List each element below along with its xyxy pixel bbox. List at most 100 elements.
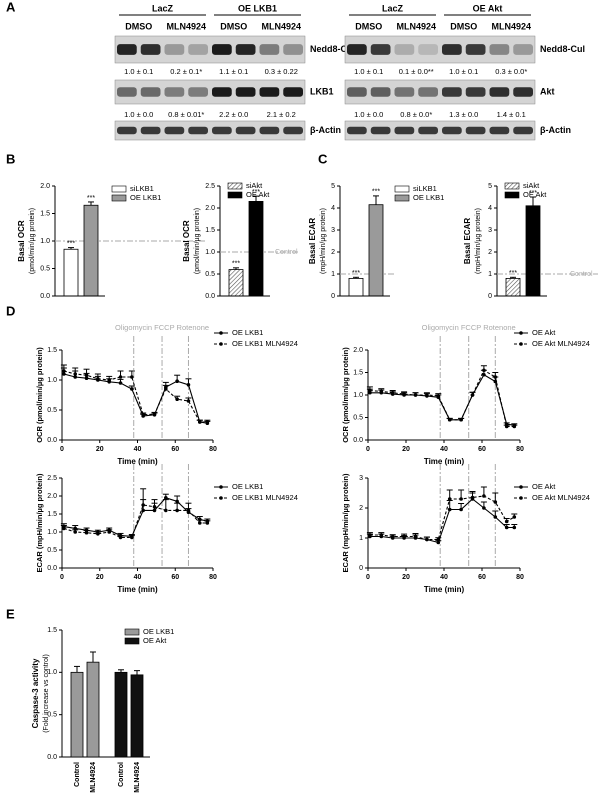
y-tick-label: 3 — [359, 475, 363, 482]
blot-band — [489, 87, 510, 97]
marker — [512, 525, 517, 530]
marker — [62, 526, 66, 531]
legend-label: OE LKB1 MLN4924 — [232, 339, 298, 348]
legend-swatch — [111, 194, 127, 202]
blot-band — [283, 87, 303, 97]
quantification: 0.8 ± 0.0* — [400, 110, 432, 119]
x-tick-label: 80 — [516, 446, 524, 453]
y-tick-label: 1.5 — [40, 210, 50, 217]
significance: *** — [252, 189, 260, 196]
legend-label: siLKB1 — [413, 184, 437, 193]
blot-band — [418, 126, 438, 135]
marker — [107, 378, 111, 382]
marker — [118, 375, 123, 379]
y-tick-label: 2 — [359, 505, 363, 512]
marker — [459, 507, 463, 512]
marker — [368, 388, 372, 393]
legend-marker — [219, 496, 223, 500]
series-line — [63, 370, 208, 423]
x-tick-label: Control — [118, 762, 125, 787]
marker — [130, 387, 134, 391]
marker — [459, 497, 463, 501]
quantification: 0.3 ± 0.22 — [265, 67, 298, 76]
blot-band — [489, 126, 510, 135]
significance: *** — [352, 270, 360, 277]
y-tick-label: 2.0 — [205, 205, 215, 212]
blot-band — [347, 44, 367, 55]
marker — [482, 368, 486, 373]
legend-label: OE LKB1 MLN4924 — [232, 493, 298, 502]
blot-band — [235, 44, 256, 55]
marker — [141, 503, 145, 507]
marker — [470, 393, 475, 397]
legend-swatch — [394, 194, 410, 202]
y-tick-label: 0 — [488, 293, 492, 300]
marker — [164, 387, 168, 391]
legend-label: OE Akt — [523, 190, 547, 199]
quantification: 2.1 ± 0.2 — [267, 110, 296, 119]
y-tick-label: 1.5 — [47, 347, 57, 354]
marker — [425, 537, 429, 542]
blot-band — [513, 87, 533, 97]
bar — [70, 671, 84, 758]
legend-label: OE LKB1 — [232, 328, 263, 337]
legend-marker — [219, 342, 223, 346]
bar — [228, 269, 244, 297]
x-tick-label: MLN4924 — [90, 762, 97, 793]
bar — [368, 204, 384, 297]
group-label: LacZ — [382, 3, 404, 13]
y-tick-label: 2.5 — [205, 183, 215, 190]
marker — [73, 372, 78, 376]
y-tick-label: 1.5 — [353, 369, 363, 376]
blot-row-label: Akt — [540, 86, 555, 96]
x-tick-label: 80 — [209, 446, 217, 453]
legend-marker — [519, 485, 523, 489]
marker — [379, 389, 384, 394]
blot-band — [442, 87, 462, 97]
marker — [493, 375, 498, 379]
blot-band — [140, 126, 161, 135]
y-tick-label: 0.0 — [47, 565, 57, 572]
y-tick-label: 4 — [331, 205, 335, 212]
x-tick-label: Control — [74, 762, 81, 787]
legend-label: siAkt — [523, 181, 540, 190]
y-tick-label: 0.5 — [40, 265, 50, 272]
marker — [96, 377, 100, 381]
marker — [447, 507, 452, 512]
y-axis-label: (mpH/min/µg protein) — [320, 208, 327, 274]
legend-swatch — [504, 182, 520, 190]
blot-band — [465, 87, 486, 97]
marker — [73, 530, 78, 534]
legend-swatch — [124, 637, 140, 645]
quantification: 1.3 ± 0.0 — [449, 110, 478, 119]
legend-label: siAkt — [246, 181, 263, 190]
marker — [62, 372, 66, 376]
y-tick-label: 2.0 — [353, 347, 363, 354]
x-axis-label: Time (min) — [424, 457, 465, 466]
marker — [84, 376, 89, 381]
marker — [425, 393, 429, 397]
blot-band — [259, 126, 280, 135]
y-axis-label: OCR (pmol/min/µg protein) — [35, 347, 44, 443]
y-tick-label: 2 — [488, 249, 492, 256]
blot-band — [188, 87, 208, 97]
lane-label: DMSO — [125, 21, 152, 31]
y-axis-label: (Fold increase vs control) — [43, 654, 50, 733]
marker — [413, 534, 418, 539]
blot-row-label: Nedd8-Cul — [540, 44, 585, 54]
marker — [413, 393, 418, 397]
blot-band — [140, 87, 161, 97]
marker — [73, 375, 78, 379]
series-line — [369, 498, 515, 544]
blot-row-label: Nedd8-Cul — [310, 44, 355, 54]
y-tick-label: 1 — [331, 271, 335, 278]
y-tick-label: 0.0 — [205, 293, 215, 300]
marker — [141, 508, 145, 513]
y-tick-label: 1.0 — [353, 392, 363, 399]
blot-band — [418, 87, 438, 97]
significance: *** — [372, 189, 380, 196]
marker — [493, 500, 498, 504]
marker — [402, 392, 406, 396]
legend-marker — [219, 485, 223, 489]
y-tick-label: 1.0 — [47, 529, 57, 536]
